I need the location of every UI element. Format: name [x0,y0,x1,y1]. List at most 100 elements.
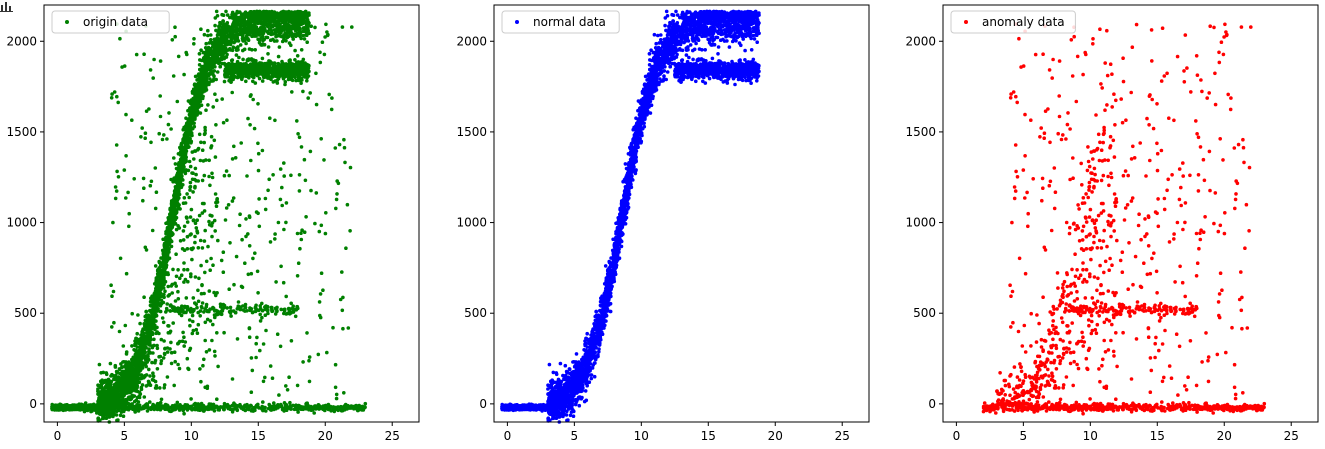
data-point [246,23,250,27]
data-point [262,9,266,14]
data-point [208,77,212,81]
data-point [175,195,179,199]
data-point [270,24,275,29]
data-point [228,76,232,81]
data-point [214,9,219,14]
data-point [236,10,240,15]
data-point [224,9,228,14]
data-point [206,33,210,38]
data-point [211,58,215,62]
data-point [277,45,282,49]
data-point [162,251,166,255]
data-point [276,21,281,25]
data-point [283,25,287,30]
data-point [266,52,270,56]
data-point [167,241,172,246]
data-point [130,367,134,371]
data-point [293,21,298,25]
data-point [280,62,284,67]
data-point [291,37,296,41]
data-point [236,64,241,68]
data-point [192,121,196,125]
data-point [221,19,225,23]
data-point [150,295,154,299]
data-point [179,141,184,146]
data-point [213,16,218,20]
data-point [232,40,236,45]
data-point [98,418,102,423]
data-point [244,41,248,46]
data-point [189,114,194,119]
data-point [191,111,195,115]
data-point [299,20,304,25]
data-point [230,26,235,31]
data-point [278,33,282,38]
data-point [198,111,203,115]
data-point [232,65,237,69]
data-point [209,33,213,37]
data-point [215,60,220,65]
data-point [230,10,235,15]
data-point [257,76,262,81]
data-point [305,40,310,44]
data-point [275,29,279,34]
data-point [290,33,295,37]
data-point [287,41,292,45]
data-point [205,51,209,55]
data-point [234,48,239,52]
data-point [302,11,307,15]
data-point [198,99,203,104]
data-point [297,28,302,33]
data-point [203,46,208,50]
data-point [278,67,282,71]
data-point [197,52,202,56]
data-point [201,71,205,75]
data-point [264,35,269,40]
data-point [233,29,237,33]
data-point [118,413,123,418]
data-point [202,32,207,37]
data-point [289,10,294,14]
data-point [172,193,176,198]
data-point [147,347,151,351]
data-point [194,85,198,89]
data-point [209,38,213,42]
data-point [271,80,276,84]
data-point [154,299,158,304]
data-point [244,79,248,84]
data-point [279,26,284,30]
data-point [180,174,184,178]
data-point [165,225,170,230]
data-point [158,309,163,314]
data-point [256,21,260,26]
data-point [235,59,240,64]
data-points-1 [50,9,368,424]
data-point [251,79,255,84]
data-point [125,369,130,374]
data-point [197,91,202,96]
data-point [211,44,215,49]
data-point [246,37,250,41]
data-point [193,74,198,79]
data-point [221,13,226,17]
data-point [257,38,262,42]
data-point [293,26,298,31]
data-point [178,168,182,173]
data-point [265,14,269,19]
data-point [260,56,265,61]
data-point [152,291,157,296]
data-point [145,330,149,335]
data-point [99,382,104,387]
data-point [285,12,290,16]
data-point [228,30,232,35]
data-point [232,75,237,80]
data-point [188,137,192,142]
data-point [230,48,235,53]
data-point [225,13,230,17]
data-point [306,12,310,16]
data-point [300,61,305,66]
data-point [189,141,193,145]
data-point [210,41,214,46]
data-point [296,33,301,37]
data-point [214,28,218,33]
